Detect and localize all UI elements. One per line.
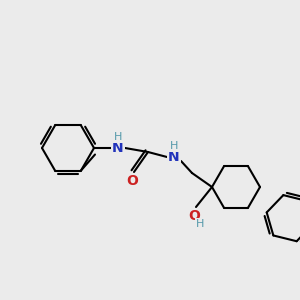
Text: N: N [112, 141, 124, 155]
Text: H: H [170, 141, 178, 151]
Text: O: O [188, 209, 200, 223]
Text: H: H [114, 132, 122, 142]
Text: N: N [168, 150, 180, 164]
Text: H: H [196, 219, 204, 229]
Text: O: O [126, 174, 138, 188]
